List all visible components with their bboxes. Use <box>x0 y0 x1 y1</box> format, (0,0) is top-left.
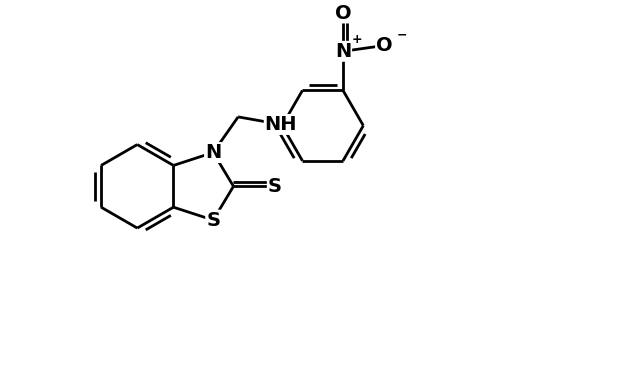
Text: −: − <box>397 29 408 42</box>
Text: S: S <box>206 210 220 229</box>
Text: N: N <box>335 42 351 61</box>
Text: O: O <box>376 36 393 55</box>
Text: +: + <box>351 33 362 46</box>
Text: NH: NH <box>265 115 297 134</box>
Text: O: O <box>335 4 351 23</box>
Text: S: S <box>268 177 282 196</box>
Text: N: N <box>205 143 221 162</box>
